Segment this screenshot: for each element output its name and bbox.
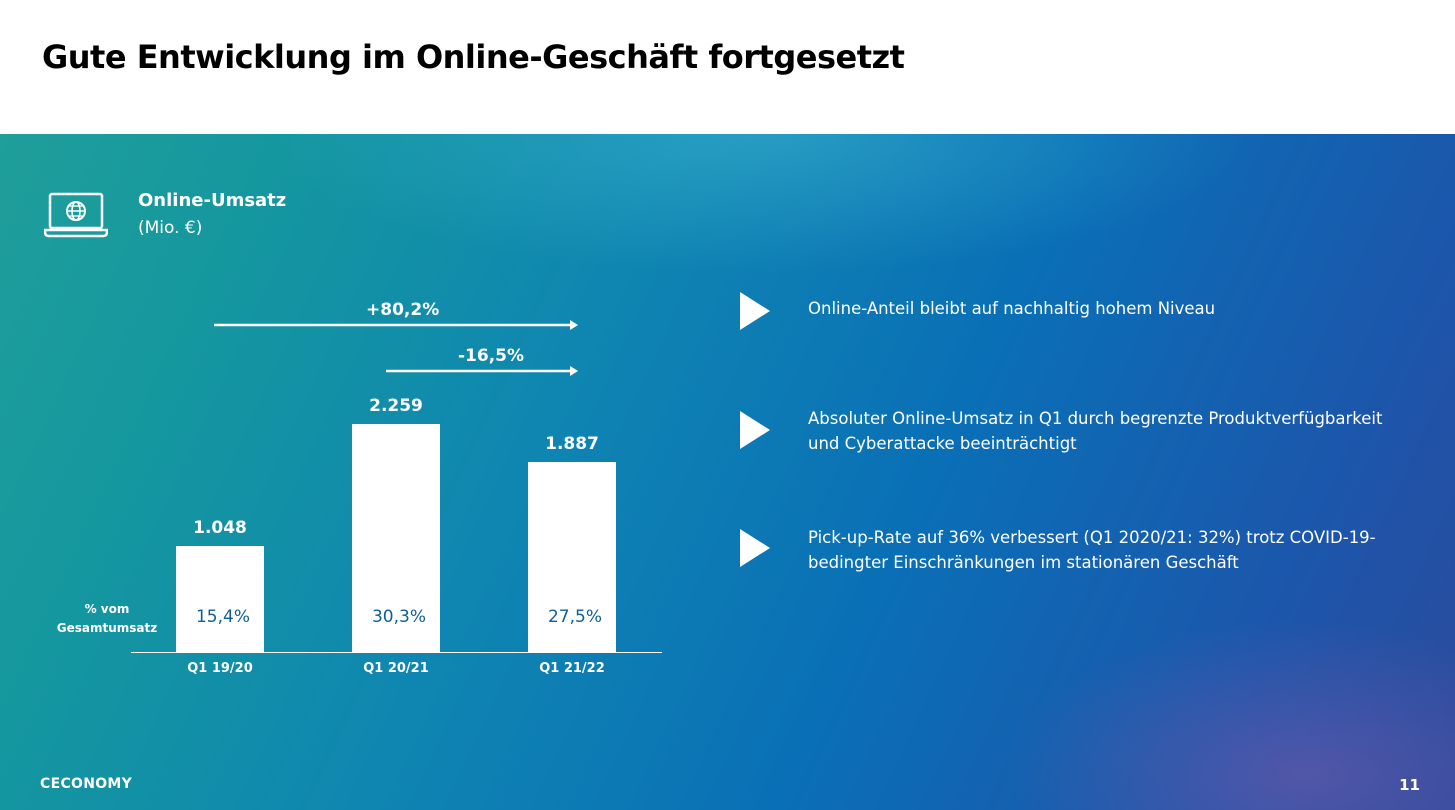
bar-share-label: 30,3%: [371, 607, 426, 627]
content-panel: Online-Umsatz (Mio. €) % vom Gesamtumsat…: [0, 134, 1455, 810]
bullet-text: Pick-up-Rate auf 36% verbessert (Q1 2020…: [808, 528, 1376, 572]
bar-value-label: 1.048: [193, 518, 247, 539]
x-axis-line: [131, 652, 662, 653]
growth-label: -16,5%: [458, 346, 525, 366]
ceconomy-logo: CECONOMY: [40, 776, 133, 792]
bullet-text: Online-Anteil bleibt auf nachhaltig hohe…: [808, 299, 1216, 318]
play-arrow-icon: [740, 529, 770, 567]
growth-arrows: [214, 320, 578, 376]
share-row-label: % vom Gesamtumsatz: [56, 602, 158, 635]
bar-value-label: 1.887: [545, 433, 599, 454]
kpi-unit: (Mio. €): [138, 218, 203, 238]
bar-value-label: 2.259: [369, 396, 423, 416]
play-arrow-icon: [740, 411, 770, 449]
online-revenue-chart: % vom Gesamtumsatz 1.048 15,4% Q1 19/20 2.2…: [0, 134, 700, 810]
growth-arrow-head: [570, 320, 578, 330]
play-arrow-icon: [740, 292, 770, 330]
page-number: 11: [1399, 776, 1420, 794]
x-tick-label: Q1 21/22: [539, 661, 605, 676]
x-tick-label: Q1 19/20: [187, 661, 253, 676]
bullet-text: Absoluter Online-Umsatz in Q1 durch begr…: [808, 409, 1383, 453]
slide-header: Gute Entwicklung im Online-Geschäft fort…: [0, 0, 1455, 134]
page-title: Gute Entwicklung im Online-Geschäft fort…: [42, 38, 905, 76]
bar-share-label: 27,5%: [547, 607, 602, 627]
bar-2: [528, 461, 616, 652]
bar-0: [176, 546, 264, 652]
growth-label: +80,2%: [366, 300, 440, 320]
x-tick-label: Q1 20/21: [363, 661, 429, 676]
kpi-title: Online-Umsatz: [138, 190, 287, 211]
laptop-globe-icon: [44, 192, 108, 238]
growth-arrow-head: [570, 366, 578, 376]
bar-share-label: 15,4%: [195, 607, 250, 627]
bar-1: [352, 424, 440, 652]
